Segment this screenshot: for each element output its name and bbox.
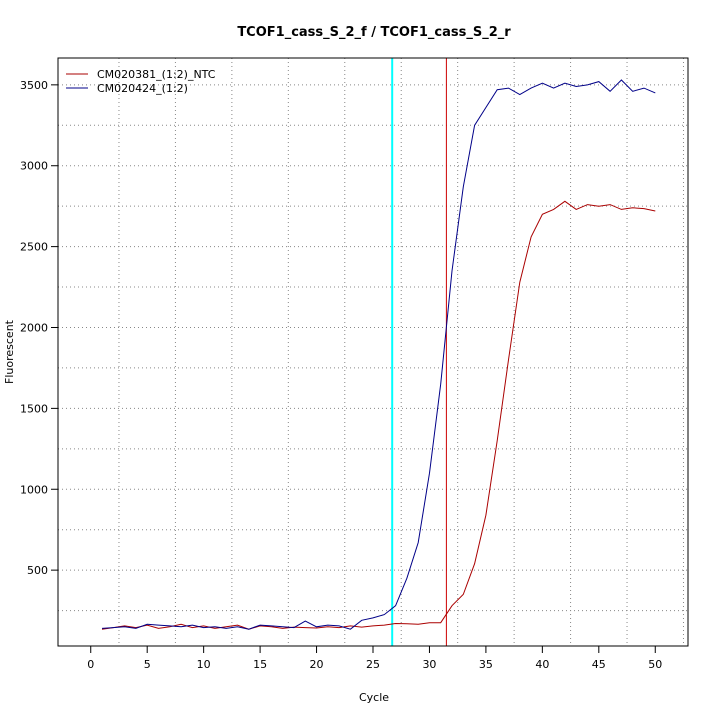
series-line-1 [101, 200, 656, 630]
y-tick-label: 2500 [20, 241, 48, 254]
y-tick-label: 1500 [20, 402, 48, 415]
series-line-2 [101, 79, 656, 630]
y-tick-label: 3500 [20, 79, 48, 92]
y-tick-label: 500 [27, 564, 48, 577]
x-tick-label: 40 [535, 658, 549, 671]
y-tick-label: 3000 [20, 160, 48, 173]
x-tick-label: 0 [87, 658, 94, 671]
grid-lines [58, 58, 688, 646]
x-axis-label: Cycle [359, 691, 389, 704]
x-tick-label: 15 [253, 658, 267, 671]
x-tick-label: 30 [422, 658, 436, 671]
x-tick-label: 25 [366, 658, 380, 671]
x-tick-label: 35 [479, 658, 493, 671]
legend-label-1: CM020381_(1:2)_NTC [97, 68, 216, 81]
x-tick-label: 10 [197, 658, 211, 671]
threshold-lines [391, 58, 447, 646]
y-axis-label: Fluorescent [3, 319, 16, 384]
y-tick-label: 1000 [20, 483, 48, 496]
series-group [101, 79, 656, 630]
plot-frame [57, 57, 689, 647]
x-tick-label: 50 [648, 658, 662, 671]
y-tick-label: 2000 [20, 321, 48, 334]
x-tick-label: 5 [144, 658, 151, 671]
x-tick-label: 45 [592, 658, 606, 671]
x-tick-label: 20 [310, 658, 324, 671]
chart-title: TCOF1_cass_S_2_f / TCOF1_cass_S_2_r [237, 25, 511, 40]
legend-label-2: CM020424_(1:2) [97, 82, 188, 95]
